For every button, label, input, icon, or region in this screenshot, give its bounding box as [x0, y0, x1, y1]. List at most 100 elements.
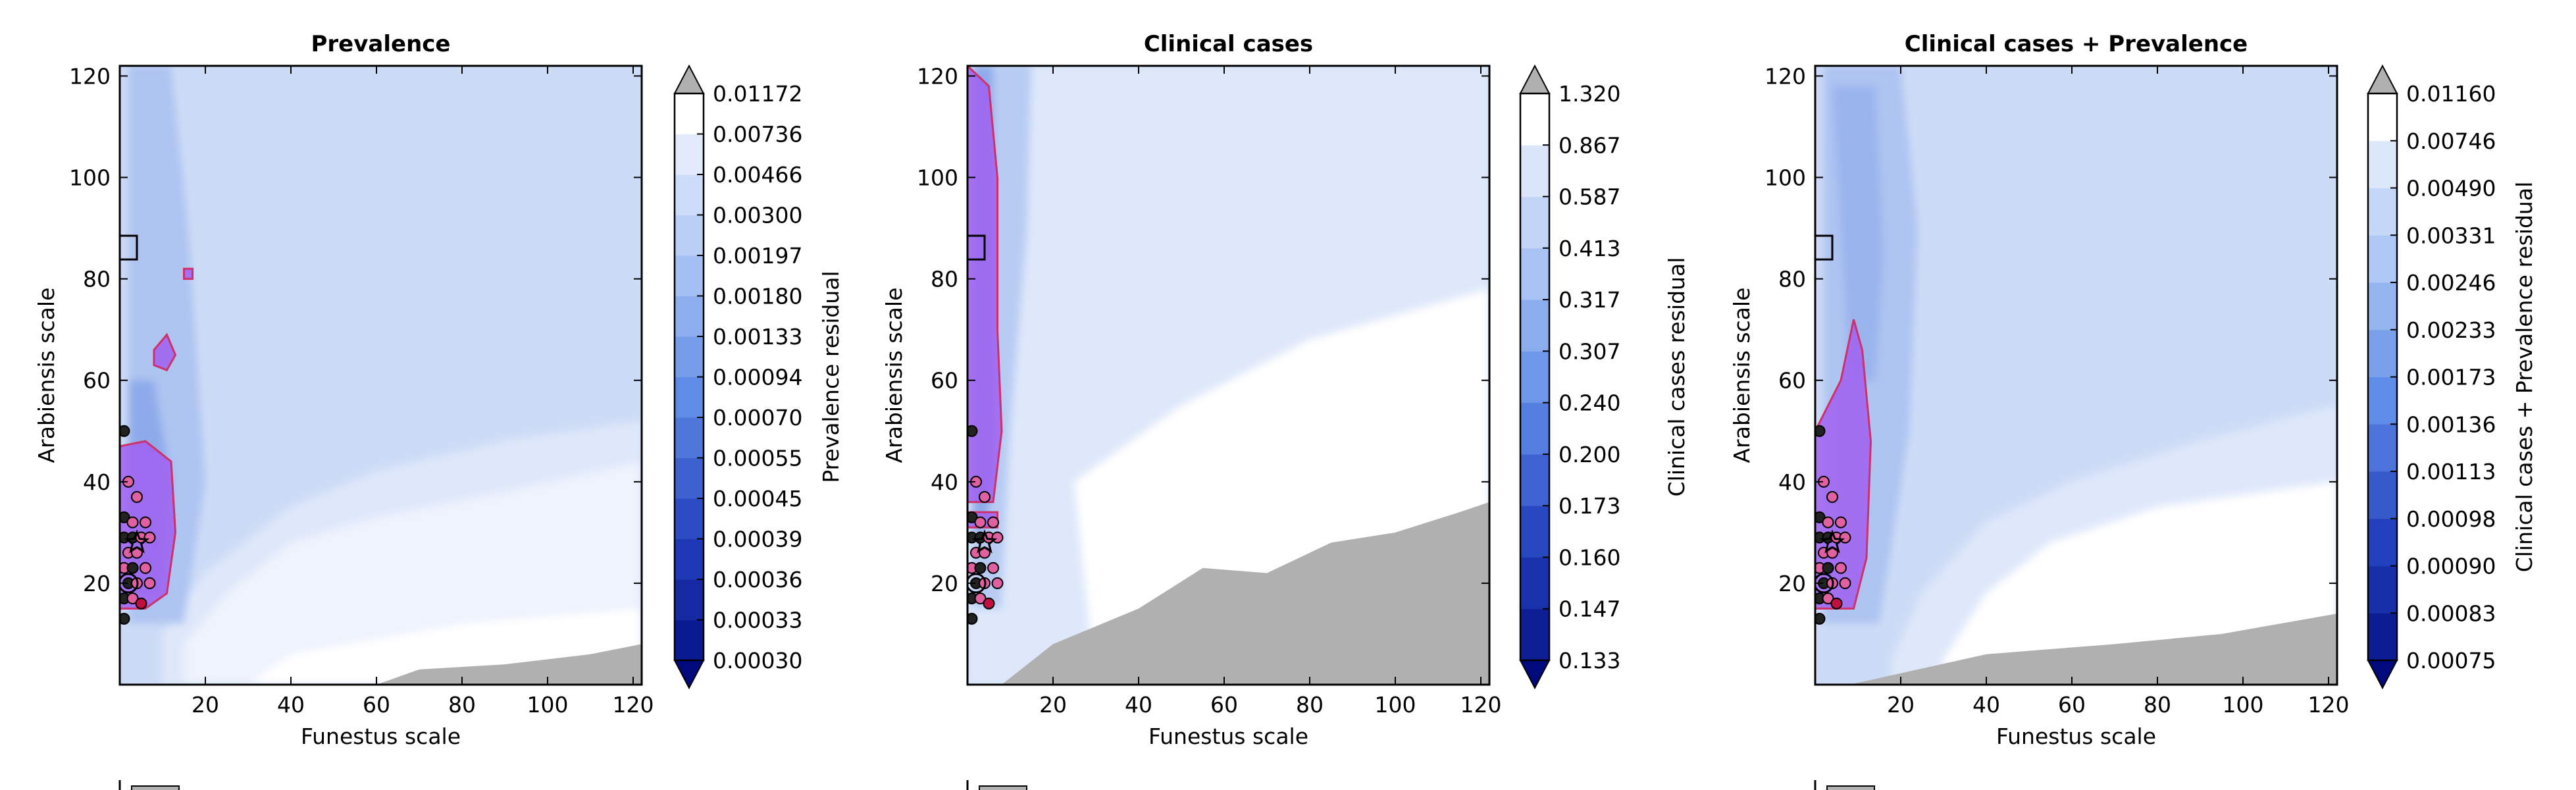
sample-point	[1822, 516, 1834, 529]
colorbar-segment	[1520, 557, 1549, 610]
sample-point	[120, 612, 130, 625]
colorbar-label: Clinical cases residual	[1664, 257, 1689, 497]
colorbar-segment	[675, 498, 704, 539]
colorbar-segment	[2368, 329, 2397, 377]
sample-point	[1835, 516, 1847, 529]
legend-stubs	[118, 780, 1875, 790]
sample-point	[140, 562, 151, 574]
colorbar-label: Clinical cases + Prevalence residual	[2512, 182, 2537, 572]
y-tick-label: 80	[1778, 267, 1806, 292]
sample-point	[967, 612, 978, 625]
over-range-region	[1849, 614, 2337, 685]
sample-point	[120, 425, 130, 437]
colorbar-segment	[1520, 351, 1549, 404]
sample-point	[991, 577, 1004, 589]
colorbar-segment	[675, 458, 704, 499]
x-tick-label: 20	[1039, 692, 1067, 718]
best-fit-region	[183, 267, 193, 280]
panel-prevalence: 20 40 60 80 100 120 20 40 60 80 100 120 Prevalence Fu…	[34, 31, 844, 749]
sample-point	[979, 490, 991, 503]
x-axis-label: Funestus scale	[1996, 724, 2156, 749]
x-tick-label: 100	[1375, 692, 1416, 718]
y-tick-label: 60	[931, 368, 958, 394]
colorbar-label: Prevalence residual	[818, 271, 844, 483]
sample-point	[1822, 562, 1834, 574]
colorbar-tick-label: 0.00136	[2406, 411, 2496, 437]
colorbar-segment	[2368, 424, 2397, 472]
colorbar-over-triangle	[2367, 64, 2398, 94]
y-axis-label: Arabiensis scale	[1729, 288, 1755, 463]
plot-frame	[966, 65, 1491, 686]
panel-clinical-cases: 20 40 60 80 100 120 20 40 60 80 100 120 Clinical cas…	[881, 31, 1689, 749]
colorbar-under-triangle	[1519, 660, 1551, 690]
reference-circle	[967, 573, 987, 594]
sample-point	[974, 562, 987, 574]
y-tick-label: 20	[83, 571, 111, 596]
sample-point	[126, 592, 139, 605]
contour-field	[967, 66, 1489, 685]
sample-point	[143, 577, 156, 589]
colorbar-tick-label: 0.00039	[713, 527, 802, 552]
y-tick-label: 100	[1765, 165, 1806, 191]
y-tick-label: 40	[1778, 469, 1806, 495]
sample-point	[983, 597, 995, 610]
colorbar-tick-label: 0.00094	[713, 365, 802, 390]
colorbar-tick-label: 0.00036	[713, 567, 802, 592]
over-range-region	[376, 644, 642, 685]
colorbar-tick-label: 0.00736	[713, 122, 802, 147]
x-tick-label: 120	[1460, 692, 1502, 718]
colorbar-tick-label: 0.867	[1558, 132, 1620, 158]
y-tick-label: 60	[1778, 368, 1806, 394]
y-tick-label: 20	[931, 571, 958, 596]
colorbar-segment	[1520, 93, 1549, 145]
colorbar-segment	[2368, 282, 2397, 330]
y-tick-label: 100	[917, 165, 958, 191]
colorbar-tick-label: 0.00197	[713, 243, 802, 269]
sample-point	[967, 425, 978, 437]
x-tick-label: 100	[527, 692, 569, 718]
colorbar-segment	[675, 377, 704, 418]
colorbar-tick-label: 0.00331	[2406, 223, 2496, 248]
over-range-region	[1002, 502, 1489, 685]
colorbar-tick-label: 0.00233	[2406, 317, 2496, 343]
best-estimate-star	[1819, 529, 1845, 554]
colorbar-tick-label: 0.00300	[713, 203, 802, 228]
reference-circle	[120, 573, 139, 594]
y-tick-label: 100	[69, 165, 111, 191]
colorbar-tick-label: 1.320	[1558, 81, 1620, 107]
sample-point	[1822, 592, 1834, 605]
colorbar-segment	[2368, 188, 2397, 236]
x-tick-label: 120	[613, 692, 654, 718]
best-fit-region	[967, 66, 1003, 504]
colorbar-tick-label: 0.00070	[713, 405, 802, 431]
sample-point	[120, 511, 130, 523]
colorbar: 0.00030 0.00033 0.00036 0.00039 0.00045 0.000…	[673, 64, 844, 690]
sample-point	[126, 516, 139, 529]
colorbar-segment	[675, 417, 704, 458]
chart-title: Clinical cases	[1144, 31, 1313, 57]
colorbar-segment	[1520, 248, 1549, 300]
sample-point	[135, 597, 147, 610]
colorbar-segment	[675, 93, 704, 134]
colorbar-segment	[675, 215, 704, 256]
colorbar-segment	[2368, 613, 2397, 661]
legend-swatch	[1826, 785, 1875, 790]
sample-point	[974, 516, 987, 529]
sample-point	[126, 562, 139, 574]
y-tick-label: 80	[931, 267, 958, 292]
colorbar-over-triangle	[1519, 64, 1551, 94]
colorbar-segment	[1520, 506, 1549, 558]
colorbar-segment	[675, 539, 704, 580]
colorbar-tick-label: 0.00180	[713, 284, 802, 309]
colorbar-tick-label: 0.00466	[713, 162, 802, 188]
y-tick-label: 120	[1765, 63, 1806, 89]
colorbar-segment	[2368, 140, 2397, 188]
reference-circle	[1815, 573, 1834, 594]
sample-point	[1826, 490, 1838, 503]
colorbar-tick-label: 0.00173	[2406, 365, 2496, 390]
legend-swatch	[131, 785, 180, 790]
colorbar-tick-label: 0.00055	[713, 446, 802, 471]
plot-frame	[118, 65, 643, 686]
colorbar-tick-label: 0.00246	[2406, 270, 2496, 296]
